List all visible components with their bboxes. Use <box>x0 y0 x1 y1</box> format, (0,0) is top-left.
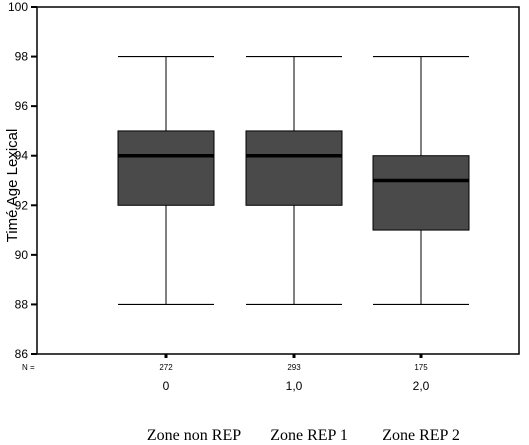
axes: 86 88 90 92 94 96 98 100 <box>8 0 520 361</box>
x-tick-label: 2,0 <box>413 379 430 393</box>
n-prefix: N = <box>22 363 35 372</box>
box-0 <box>117 55 215 306</box>
labels: Timé Age Lexical N = 272 0 293 1,0 175 2,0 Zone … <box>4 129 460 444</box>
n-value: 272 <box>159 363 173 372</box>
box-2 <box>372 55 470 306</box>
x-tick-label: 0 <box>163 379 170 393</box>
group-label: Zone REP 1 <box>270 427 348 444</box>
iqr-box <box>117 130 215 206</box>
y-tick-label: 98 <box>15 50 29 64</box>
n-value: 293 <box>287 363 301 372</box>
plot-frame <box>36 6 520 355</box>
x-tick-label: 1,0 <box>286 379 303 393</box>
y-tick-label: 90 <box>15 248 29 262</box>
group-label: Zone REP 2 <box>382 427 460 444</box>
n-value: 175 <box>414 363 428 372</box>
group-label: Zone non REP <box>147 427 241 444</box>
y-tick-label: 100 <box>8 0 28 14</box>
y-tick-label: 92 <box>15 198 29 212</box>
y-tick-label: 94 <box>15 149 29 163</box>
y-tick-label: 88 <box>15 297 29 311</box>
iqr-box <box>245 130 343 206</box>
iqr-box <box>372 155 470 231</box>
y-tick-label: 86 <box>15 347 29 361</box>
y-tick-label: 96 <box>15 99 29 113</box>
box-1 <box>245 55 343 306</box>
boxes <box>117 55 470 306</box>
y-axis-label: Timé Age Lexical <box>4 129 21 243</box>
